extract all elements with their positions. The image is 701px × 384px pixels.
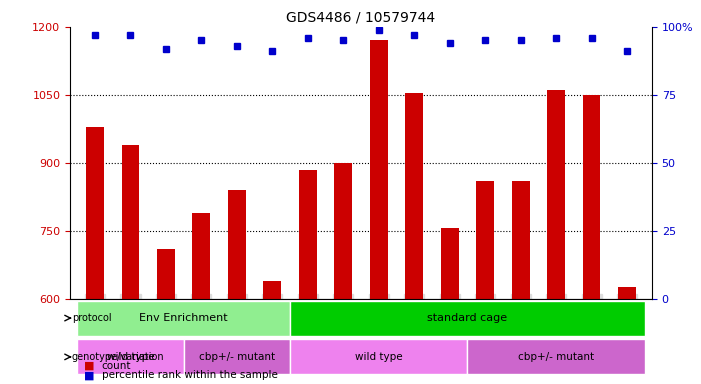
Text: ■: ■ <box>84 361 95 371</box>
Text: protocol: protocol <box>72 313 111 323</box>
Bar <box>512 181 529 299</box>
Bar <box>370 40 388 299</box>
Text: percentile rank within the sample: percentile rank within the sample <box>102 370 278 380</box>
Bar <box>264 281 281 299</box>
Bar <box>405 93 423 299</box>
Bar <box>547 90 565 299</box>
Bar <box>334 163 352 299</box>
Bar <box>618 287 636 299</box>
Bar <box>441 228 458 299</box>
Text: standard cage: standard cage <box>428 313 508 323</box>
FancyBboxPatch shape <box>290 339 468 374</box>
Bar <box>228 190 246 299</box>
FancyBboxPatch shape <box>184 339 290 374</box>
Bar <box>86 127 104 299</box>
Text: wild type: wild type <box>107 352 154 362</box>
Text: wild type: wild type <box>355 352 402 362</box>
FancyBboxPatch shape <box>468 339 645 374</box>
Bar <box>583 95 601 299</box>
FancyBboxPatch shape <box>77 301 290 336</box>
Bar <box>193 213 210 299</box>
Bar <box>476 181 494 299</box>
FancyBboxPatch shape <box>77 339 184 374</box>
Text: cbp+/- mutant: cbp+/- mutant <box>518 352 594 362</box>
Text: count: count <box>102 361 131 371</box>
Text: ■: ■ <box>84 370 95 380</box>
Text: cbp+/- mutant: cbp+/- mutant <box>199 352 275 362</box>
Bar <box>121 145 139 299</box>
Bar <box>299 170 317 299</box>
Text: genotype/variation: genotype/variation <box>72 352 165 362</box>
Title: GDS4486 / 10579744: GDS4486 / 10579744 <box>287 10 435 24</box>
Bar <box>157 249 175 299</box>
Text: Env Enrichment: Env Enrichment <box>139 313 228 323</box>
FancyBboxPatch shape <box>290 301 645 336</box>
